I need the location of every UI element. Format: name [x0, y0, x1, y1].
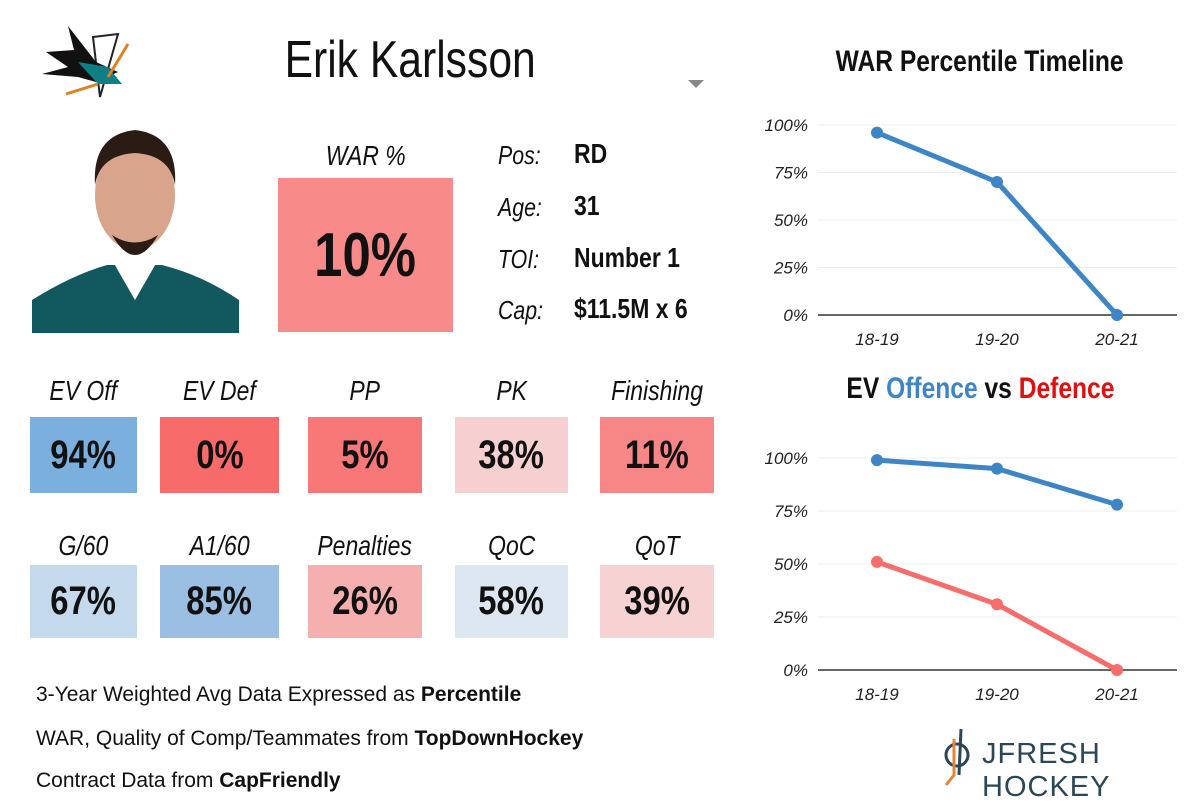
tile-label-qoc: QoC — [487, 530, 536, 561]
info-label-pos: Pos: — [498, 140, 541, 170]
x-tick-label: 19-20 — [975, 685, 1019, 704]
tile-value-qot: 39% — [600, 565, 714, 638]
chart-2-title: EV Offence vs Defence — [845, 372, 1114, 405]
info-label-age: Age: — [498, 192, 542, 222]
tile-value-pk: 38% — [455, 417, 568, 493]
y-tick-label: 25% — [773, 259, 808, 278]
info-label-cap: Cap: — [498, 295, 544, 325]
y-tick-label: 0% — [783, 306, 808, 325]
war-timeline-chart: 0% 25% 50% 75% 100% 18-19 19-20 20-21 — [765, 116, 1177, 349]
tile-label-finishing: Finishing — [611, 375, 703, 406]
data-point — [1111, 309, 1123, 321]
war-percent-tile: 10% — [278, 178, 453, 332]
player-dropdown-caret-icon[interactable] — [688, 80, 704, 88]
tile-value-a1-60: 85% — [160, 565, 279, 638]
footer-line-1: 3-Year Weighted Avg Data Expressed as Pe… — [36, 683, 522, 706]
y-tick-label: 100% — [765, 116, 808, 135]
y-tick-label: 75% — [774, 164, 808, 183]
data-point — [991, 462, 1003, 475]
tile-label-qot: QoT — [634, 530, 680, 561]
series-line-0 — [876, 130, 1119, 317]
player-photo — [32, 125, 239, 333]
y-tick-label: 75% — [774, 502, 808, 521]
tile-label-ev-off: EV Off — [49, 375, 118, 406]
data-point — [871, 555, 883, 568]
chart-1-title: WAR Percentile Timeline — [835, 45, 1124, 78]
data-point — [871, 126, 883, 139]
tile-label-penalties: Penalties — [317, 530, 413, 561]
tile-value-ev-off: 94% — [30, 417, 137, 493]
tile-value-pp: 5% — [308, 417, 422, 493]
jfresh-hockey-logo-icon — [944, 728, 970, 786]
y-tick-label: 25% — [773, 608, 808, 627]
tile-value-qoc: 58% — [455, 565, 568, 638]
tile-value-ev-def: 0% — [160, 417, 279, 493]
y-tick-label: 0% — [783, 661, 808, 680]
footer-line-2: WAR, Quality of Comp/Teammates from TopD… — [36, 727, 584, 750]
data-point — [1111, 664, 1123, 676]
data-point — [1111, 498, 1123, 511]
player-name: Erik Karlsson — [284, 31, 536, 89]
y-tick-label: 50% — [774, 211, 808, 230]
info-value-cap: $11.5M x 6 — [574, 293, 688, 324]
tile-label-pk: PK — [496, 375, 527, 406]
y-tick-label: 100% — [765, 449, 808, 468]
y-tick-label: 50% — [774, 555, 808, 574]
info-value-toi: Number 1 — [574, 242, 680, 273]
info-label-toi: TOI: — [498, 244, 540, 274]
tile-value-finishing: 11% — [600, 417, 714, 493]
tile-label-ev-def: EV Def — [183, 375, 256, 406]
tile-label-g-60: G/60 — [58, 530, 109, 561]
team-logo — [42, 26, 130, 98]
tile-value-g-60: 67% — [30, 565, 137, 638]
footer-line-3: Contract Data from CapFriendly — [36, 769, 341, 792]
data-point — [991, 176, 1003, 188]
brand-name: JFRESH HOCKEY — [982, 738, 1111, 803]
x-tick-label: 20-21 — [1094, 330, 1138, 349]
info-value-pos: RD — [574, 138, 608, 169]
x-tick-label: 19-20 — [975, 330, 1019, 349]
x-tick-label: 18-19 — [855, 685, 899, 704]
x-tick-label: 20-21 — [1094, 685, 1138, 704]
ev-offence-defence-chart: 0% 25% 50% 75% 100% 18-19 19-20 20-21 — [765, 449, 1177, 704]
tile-value-penalties: 26% — [308, 565, 422, 638]
tile-label-a1-60: A1/60 — [189, 530, 250, 561]
series-line-1 — [876, 559, 1119, 673]
war-label: WAR % — [325, 140, 406, 171]
tile-label-pp: PP — [349, 375, 381, 406]
data-point — [871, 454, 883, 467]
info-value-age: 31 — [574, 190, 600, 221]
data-point — [991, 598, 1003, 611]
x-tick-label: 18-19 — [855, 330, 899, 349]
